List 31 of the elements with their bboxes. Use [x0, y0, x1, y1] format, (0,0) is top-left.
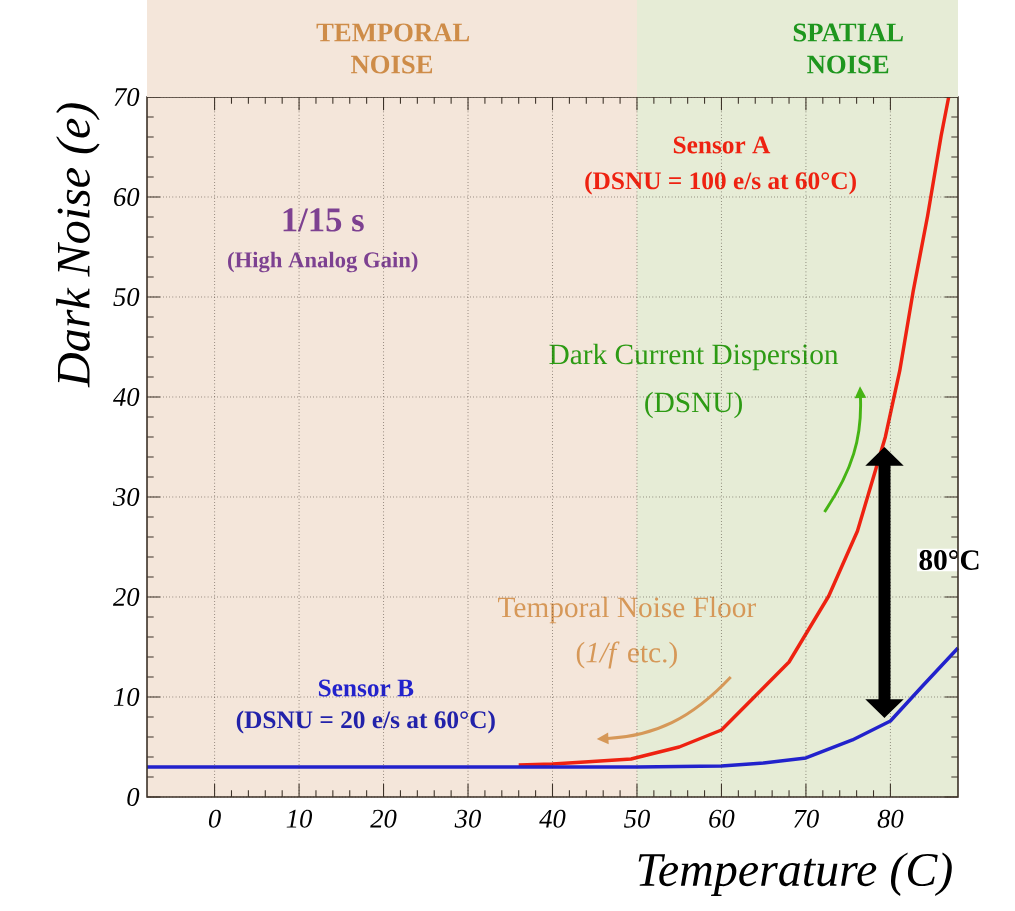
x-tick-label: 40: [539, 809, 566, 828]
x-tick-label: 70: [794, 809, 819, 828]
annotation: Temporal Noise Floor: [498, 596, 756, 624]
y-tick-label: 0: [127, 787, 140, 806]
annotation: 1/15 s: [283, 208, 364, 232]
x-tick-label: 10: [286, 809, 313, 828]
text: Sensor B: [318, 679, 414, 697]
annotation: Dark Current Dispersion: [549, 343, 839, 371]
annotation: (High Analog Gain): [228, 251, 418, 273]
band-label: TEMPORAL NOISE: [316, 23, 470, 74]
y-tick-label: 60: [114, 188, 140, 206]
x-axis-title: Temperature (C): [638, 852, 952, 896]
x-tick-label: 50: [624, 809, 650, 828]
y-tick-label: 20: [112, 587, 140, 606]
y-tick-label: 30: [112, 487, 140, 506]
x-tick-label: 0: [208, 809, 221, 828]
text: Sensor A: [673, 136, 771, 154]
annotation: (1/f etc.): [576, 641, 677, 669]
annotation: (DSNU = 20 e/s at 60°C): [236, 710, 495, 734]
y-tick-label: 40: [113, 387, 140, 406]
x-tick-label: 30: [454, 809, 482, 828]
y-tick-label: 70: [114, 88, 140, 106]
y-tick-label: 50: [113, 288, 140, 306]
y-tick-label: 10: [113, 687, 140, 706]
y-axis-title: Dark Noise (e): [56, 103, 100, 388]
band-label: SPATIAL NOISE: [793, 23, 903, 74]
x-tick-label: 60: [709, 809, 735, 828]
x-tick-label: 80: [877, 809, 904, 828]
annotation: (DSNU): [645, 391, 742, 419]
x-tick-label: 20: [370, 809, 397, 828]
annotation: (DSNU = 100 e/s at 60°C): [585, 171, 856, 195]
